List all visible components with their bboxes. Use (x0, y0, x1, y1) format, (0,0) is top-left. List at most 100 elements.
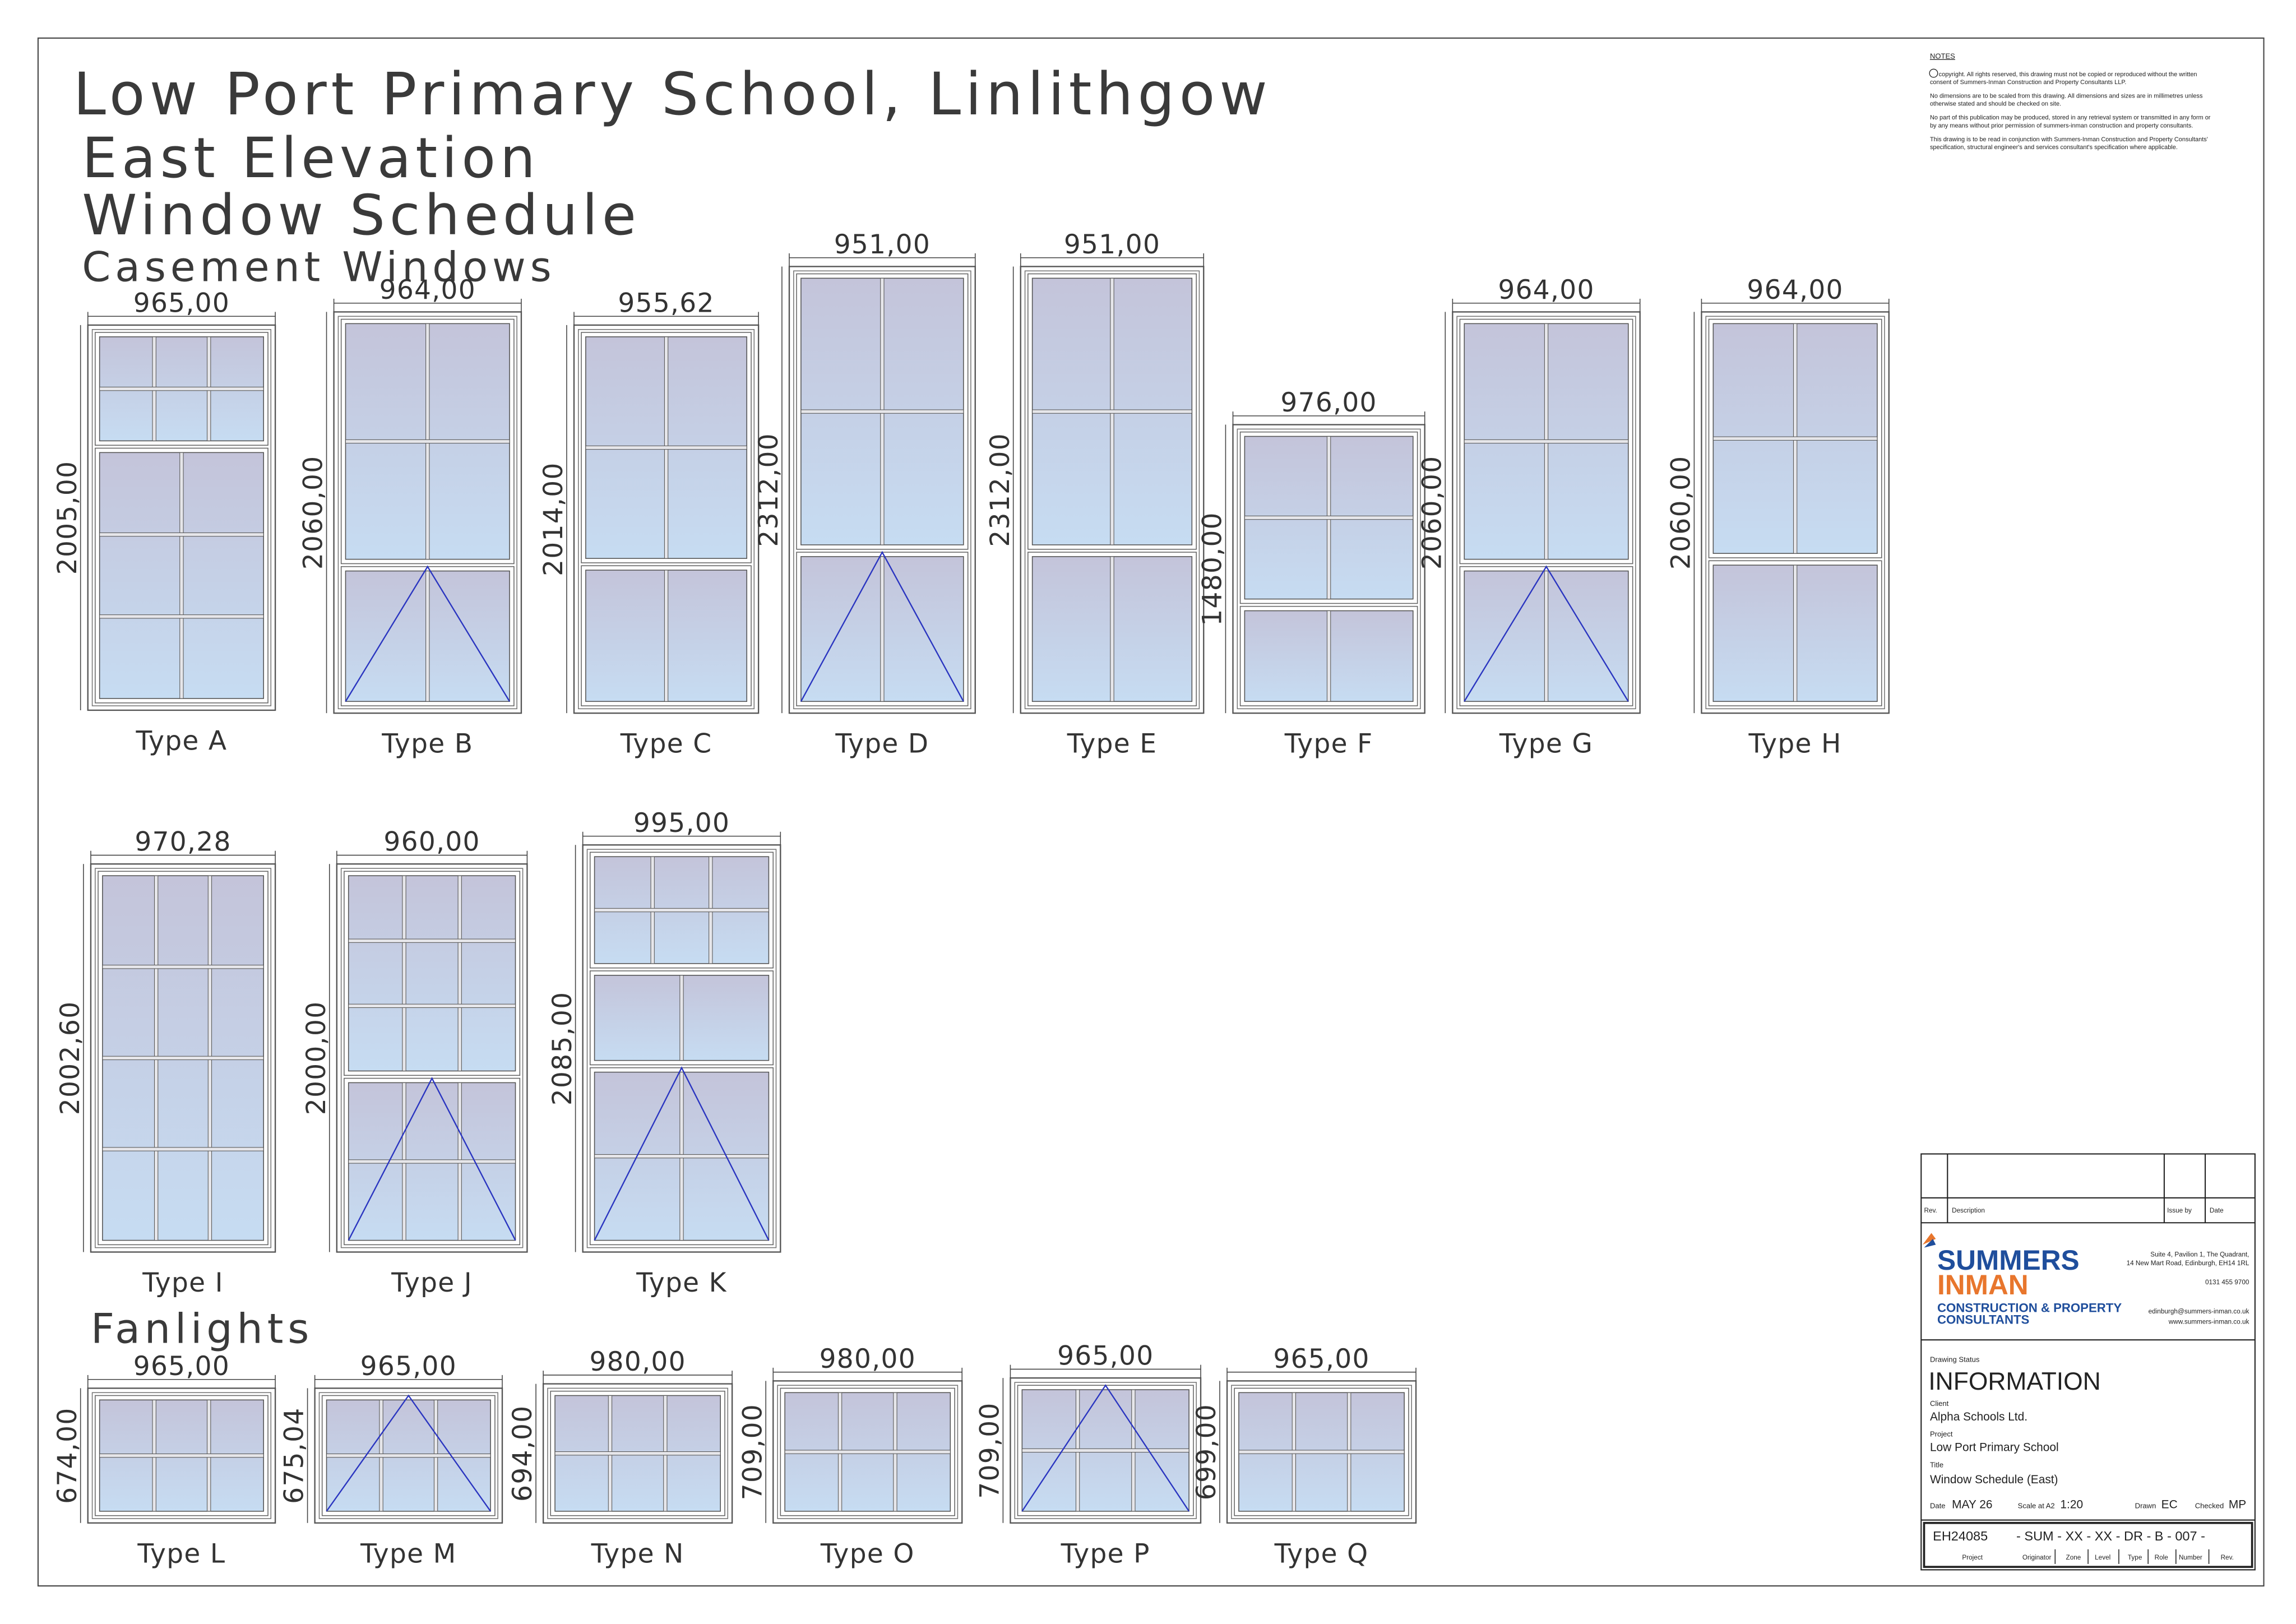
window-frame-inner (578, 328, 755, 710)
window-type: Type E (1067, 729, 1157, 760)
window-type: Type M (360, 1538, 456, 1569)
glazing-bar (1238, 1450, 1405, 1454)
glazing-bar (800, 409, 964, 414)
window-frame-inner (777, 1385, 959, 1519)
glazing-bar (585, 445, 747, 450)
date: MAY 26 (1952, 1498, 1992, 1511)
glazing-bar (326, 1453, 491, 1458)
opening-indicator (326, 1394, 492, 1512)
height-dimension: 2014,00 (538, 462, 569, 576)
window: 976,00 1480,00 Type F (1197, 387, 1425, 760)
opening-indicator (1464, 565, 1629, 702)
glazing-bar (102, 965, 264, 969)
window-type: Type J (391, 1267, 473, 1298)
address: 14 New Mart Road, Edinburgh, EH14 1RL (2127, 1260, 2249, 1267)
width-dimension: 965,00 (133, 1351, 230, 1382)
glazing-bar (348, 1003, 516, 1008)
width-dimension: 965,00 (1273, 1344, 1369, 1375)
window-type: Type P (1061, 1538, 1150, 1569)
window-frame-inner (1705, 316, 1885, 710)
window: 980,00 709,00 Type O (737, 1344, 963, 1569)
window: 955,62 2014,00 Type C (538, 288, 760, 760)
width-dimension: 970,28 (135, 827, 231, 858)
glazing-bar (99, 386, 264, 391)
website: www.summers-inman.co.uk (2168, 1318, 2249, 1325)
window-type: Type Q (1274, 1538, 1369, 1569)
window-type: Type F (1284, 729, 1373, 760)
glazing-bar (594, 1154, 769, 1159)
glazing-bar (99, 532, 264, 537)
note-line: This drawing is to be read in conjunctio… (1930, 136, 2208, 143)
window-type: Type K (636, 1267, 727, 1298)
windows: 965,00 2005,00 Type A 964,00 2060,00 Type B 95… (52, 229, 1890, 1569)
note-line: No part of this publication may be produ… (1930, 114, 2211, 121)
window-frame-inner (793, 270, 971, 710)
company-name: SUMMERS (1937, 1244, 2080, 1276)
glazing-bar (594, 908, 769, 913)
note-line: specification, structural engineer's and… (1930, 144, 2178, 151)
window-type: Type O (820, 1538, 915, 1569)
project: Low Port Primary School (1930, 1441, 2059, 1454)
glazing-bar (457, 875, 462, 1071)
glazing-bar (1244, 515, 1414, 520)
rev-header: Issue by (2167, 1207, 2192, 1214)
width-dimension: 964,00 (1498, 275, 1594, 306)
glazing-bar (1326, 610, 1331, 702)
sheet-border (37, 37, 2265, 1587)
copyright-symbol (1929, 68, 1938, 78)
width-dimension: 951,00 (1064, 229, 1160, 260)
height-dimension: 2000,00 (301, 1001, 332, 1116)
address: Suite 4, Pavilion 1, The Quadrant, (2150, 1251, 2249, 1258)
window-frame-inner (1024, 270, 1200, 710)
width-dimension: 955,62 (618, 288, 714, 318)
window-type: Type D (835, 729, 929, 760)
logo-mark (1922, 1233, 1936, 1245)
window-type: Type L (137, 1538, 225, 1569)
elevation: East Elevation (82, 126, 539, 191)
window-type: Type C (620, 729, 712, 760)
glazing-bar (664, 570, 669, 702)
company-tagline: CONSTRUCTION & PROPERTY (1937, 1301, 2122, 1315)
window-frame-inner (340, 868, 524, 1248)
note-line: No dimensions are to be scaled from this… (1930, 93, 2203, 100)
glazing-bar (348, 938, 516, 943)
field-label: Drawing Status (1930, 1355, 1980, 1363)
width-dimension: 964,00 (1747, 275, 1843, 306)
company-name: INMAN (1937, 1269, 2029, 1301)
opening-indicator (348, 1076, 516, 1241)
drawing-title: Window Schedule (East) (1930, 1473, 2058, 1486)
glazing-bar (1464, 439, 1629, 444)
schedule: Window Schedule (82, 183, 641, 248)
revision-table (1920, 1153, 2256, 1571)
scale: 1:20 (2060, 1498, 2083, 1511)
window: 951,00 2312,00 Type D (753, 229, 976, 760)
width-dimension: 951,00 (834, 229, 931, 260)
window-frame-inner (91, 1392, 272, 1519)
rev-header: Description (1952, 1207, 1985, 1214)
window-frame-inner (337, 316, 517, 710)
glazing-bar (1712, 436, 1878, 441)
glazing-bar (99, 614, 264, 619)
glazing-bar (348, 1159, 516, 1164)
glazing-bar (99, 1453, 264, 1458)
number-field-label: Originator (2022, 1554, 2052, 1561)
phone: 0131 455 9700 (2205, 1279, 2249, 1286)
window-type: Type A (135, 725, 227, 756)
note-line: copyright. All rights reserved, this dra… (1939, 71, 2197, 78)
height-dimension: 709,00 (975, 1402, 1006, 1498)
glazing-bar (345, 439, 510, 444)
number-field-label: Type (2128, 1554, 2142, 1561)
window: 965,00 674,00 Type L (52, 1351, 276, 1569)
field-label: Drawn (2135, 1502, 2156, 1510)
window-frame-inner (586, 849, 777, 1248)
width-dimension: 964,00 (379, 275, 476, 306)
height-dimension: 2312,00 (985, 433, 1016, 547)
window-frame-inner (95, 868, 272, 1248)
window: 951,00 2312,00 Type E (985, 229, 1205, 760)
width-dimension: 965,00 (1057, 1341, 1154, 1372)
window: 965,00 699,00 Type Q (1191, 1344, 1417, 1569)
opening-indicator (800, 550, 964, 702)
field-label: Checked (2195, 1502, 2224, 1510)
window-type: Type G (1499, 729, 1593, 760)
width-dimension: 976,00 (1280, 387, 1377, 418)
